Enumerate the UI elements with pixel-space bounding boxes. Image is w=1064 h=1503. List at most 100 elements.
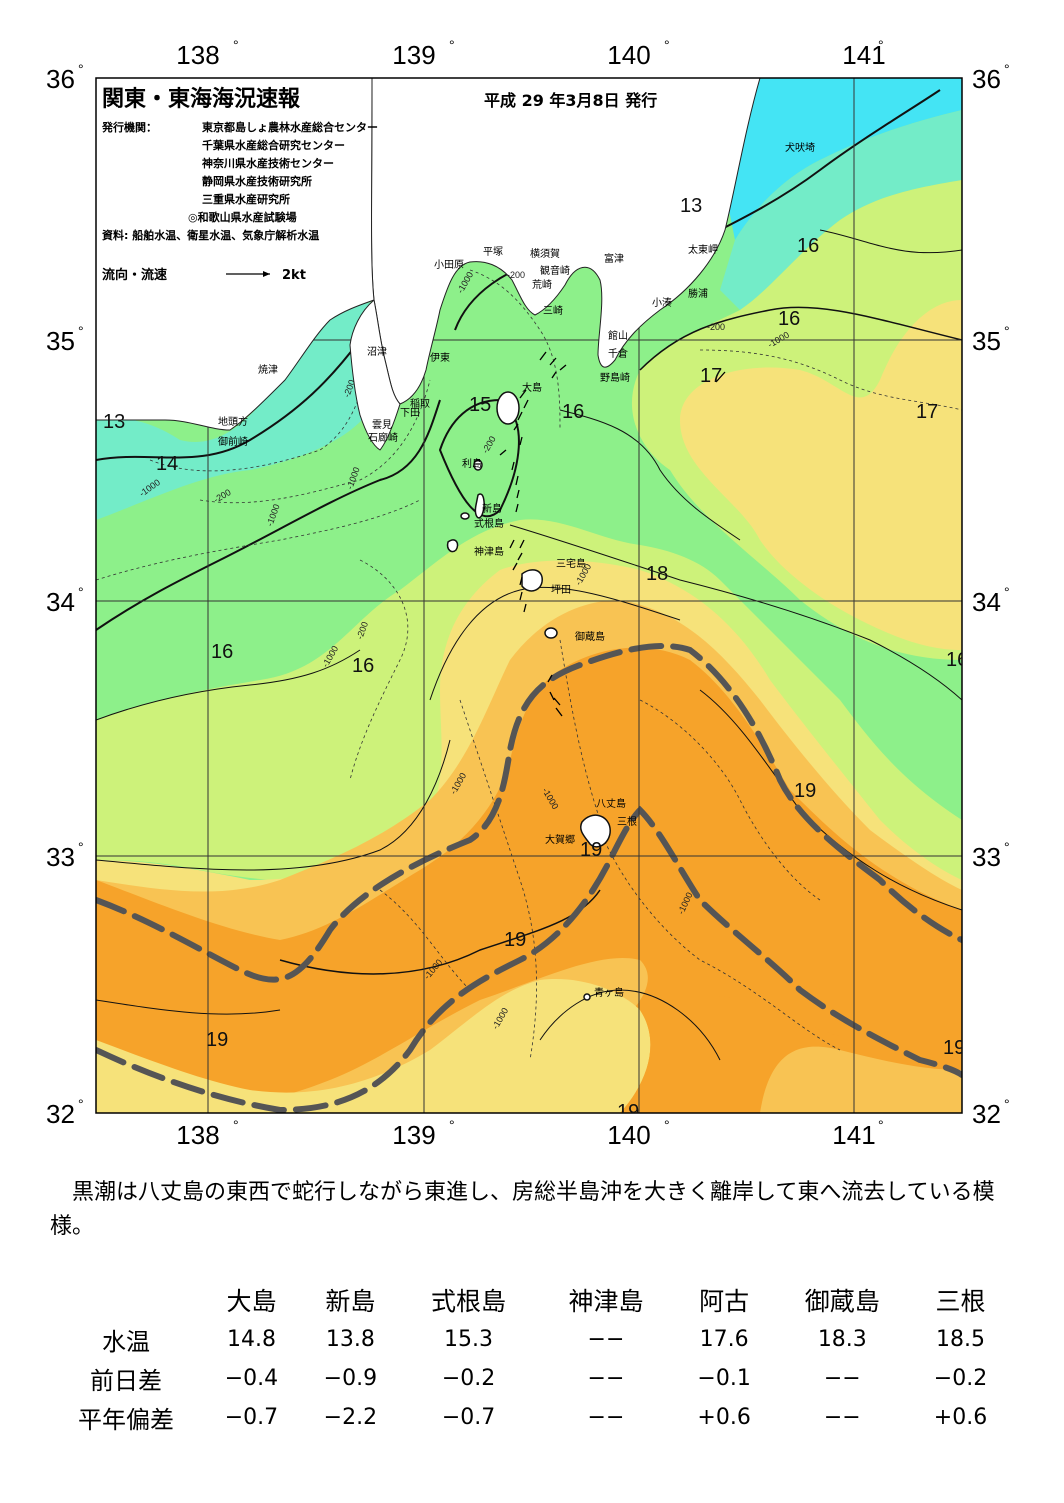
table-row: 前日差 −0.4 −0.9 −0.2 −− −0.1 −− −0.2	[50, 1359, 1010, 1398]
lat-tick-33: 33	[46, 842, 75, 872]
isotherm-label: 16	[778, 308, 800, 330]
svg-text:°: °	[233, 1117, 239, 1133]
svg-text:°: °	[1004, 323, 1010, 339]
place-label: 三根	[617, 815, 637, 828]
row-label: 平年偏差	[78, 1406, 174, 1434]
place-label: 伊東	[430, 351, 450, 364]
place-label: 式根島	[474, 517, 504, 530]
flow-legend-label: 流向・流速	[102, 267, 167, 283]
place-label: 小湊	[652, 296, 672, 309]
isotherm-label: 15	[469, 394, 491, 416]
row-label: 水温	[102, 1328, 150, 1356]
place-label: 石廊崎	[368, 431, 398, 444]
row-label: 前日差	[90, 1367, 162, 1395]
island-oshima	[496, 391, 520, 425]
place-label: 平塚	[483, 246, 503, 258]
table-cell: −0.9	[323, 1366, 378, 1391]
isotherm-label: 16	[946, 649, 968, 671]
publisher-6: ◎和歌山県水産試験場	[188, 210, 297, 224]
svg-text:139: 139	[392, 1120, 435, 1150]
place-label: 館山	[608, 329, 628, 342]
place-label: 御前崎	[218, 435, 248, 448]
svg-text:35: 35	[972, 326, 1001, 356]
isotherm-label: 13	[103, 411, 125, 433]
place-label: 野島崎	[600, 371, 630, 384]
isotherm-label: 16	[352, 655, 374, 677]
table-cell: 15.3	[444, 1327, 494, 1352]
svg-text:36: 36	[972, 64, 1001, 94]
table-cell: −2.2	[323, 1405, 378, 1430]
island-toshima	[473, 459, 483, 471]
table-cell: 13.8	[325, 1327, 375, 1352]
map-frame	[95, 77, 963, 1114]
table-corner	[50, 1280, 202, 1320]
isotherm-label: 16	[562, 401, 584, 423]
table-cell: 17.6	[699, 1327, 749, 1352]
svg-text:°: °	[78, 323, 84, 339]
svg-text:°: °	[78, 839, 84, 855]
table-cell: −−	[587, 1327, 625, 1352]
issue-date: 平成 29 年3月8日 発行	[484, 91, 657, 110]
island-niijima	[474, 493, 485, 519]
island-aogashima	[583, 993, 591, 1001]
place-label: 御蔵島	[575, 630, 605, 643]
svg-text:°: °	[878, 37, 884, 53]
lat-ticks-left: 36 ° 35 ° 34 ° 33 ° 32 °	[46, 61, 84, 1129]
svg-text:°: °	[449, 37, 455, 53]
isotherm-label: 16	[211, 641, 233, 663]
publisher-2: 千葉県水産総合研究センター	[202, 138, 345, 152]
svg-text:140: 140	[607, 1120, 650, 1150]
isotherm-lines	[96, 89, 962, 1061]
table-cell: −0.7	[441, 1405, 496, 1430]
place-label: 横須賀	[530, 247, 560, 260]
station-header: 大島	[226, 1287, 277, 1316]
table-cell: −−	[823, 1405, 861, 1430]
lat-tick-34: 34	[46, 587, 75, 617]
depth-label: -200	[707, 322, 725, 332]
isotherm-label: 19	[206, 1029, 228, 1051]
isotherm-labels: 13 13 14 15 16 16 16 16 17 17 16 18 19 1…	[103, 195, 968, 1113]
lon-tick-141: 141	[842, 40, 885, 70]
island-miyakejima	[521, 569, 543, 592]
place-label: 焼津	[258, 364, 278, 376]
place-label: 青ヶ島	[594, 986, 624, 999]
table-row: 平年偏差 −0.7 −2.2 −0.7 −− +0.6 −− +0.6	[50, 1398, 1010, 1437]
place-label: 観音崎	[540, 264, 570, 277]
svg-text:°: °	[233, 37, 239, 53]
svg-text:32: 32	[972, 1099, 1001, 1129]
lon-ticks-top: 138 ° 139 ° 140 ° 141 °	[176, 37, 885, 70]
svg-text:°: °	[664, 37, 670, 53]
place-label: 坪田	[551, 583, 571, 596]
publisher-5: 三重県水産研究所	[202, 192, 290, 206]
station-header: 式根島	[431, 1287, 507, 1316]
place-label: 地頭方	[218, 415, 248, 428]
depth-contours	[96, 269, 962, 1061]
kuroshio-axis	[96, 642, 962, 1113]
isotherm-label: 19	[794, 780, 816, 802]
sea-temperature-map: 関東・東海海況速報 平成 29 年3月8日 発行 発行機関： 東京都島しょ農林水…	[46, 37, 1010, 1150]
place-label: 勝浦	[688, 287, 708, 300]
isotherm-label: 19	[943, 1037, 965, 1059]
svg-text:°: °	[1004, 61, 1010, 77]
place-label: 三宅島	[556, 557, 586, 570]
lon-ticks-bottom: 138 ° 139 ° 140 ° 141 °	[176, 1117, 883, 1150]
place-label: 富津	[604, 252, 624, 265]
station-header: 神津島	[568, 1287, 644, 1316]
place-names: 犬吠埼 太東岬 勝浦 小湊 富津 横須賀 観音崎 平塚 小田原 荒崎 三崎 館山…	[218, 141, 815, 999]
table-cell: −−	[587, 1366, 625, 1391]
place-label: 大島	[522, 381, 542, 394]
svg-text:°: °	[1004, 839, 1010, 855]
place-label: 荒崎	[532, 278, 552, 291]
isotherm-label: 18	[646, 563, 668, 585]
current-vectors	[499, 351, 726, 717]
lon-tick-140: 140	[607, 40, 650, 70]
table-cell: 18.5	[936, 1327, 985, 1352]
station-header: 三根	[935, 1287, 986, 1316]
table-cell: +0.6	[933, 1405, 988, 1430]
table-cell: −−	[823, 1366, 861, 1391]
place-label: 大賀郷	[545, 833, 575, 846]
lat-tick-32: 32	[46, 1099, 75, 1129]
lat-ticks-right: 36 ° 35 ° 34 ° 33 ° 32 °	[972, 61, 1010, 1129]
svg-text:34: 34	[972, 587, 1001, 617]
place-label: 神津島	[474, 545, 504, 558]
